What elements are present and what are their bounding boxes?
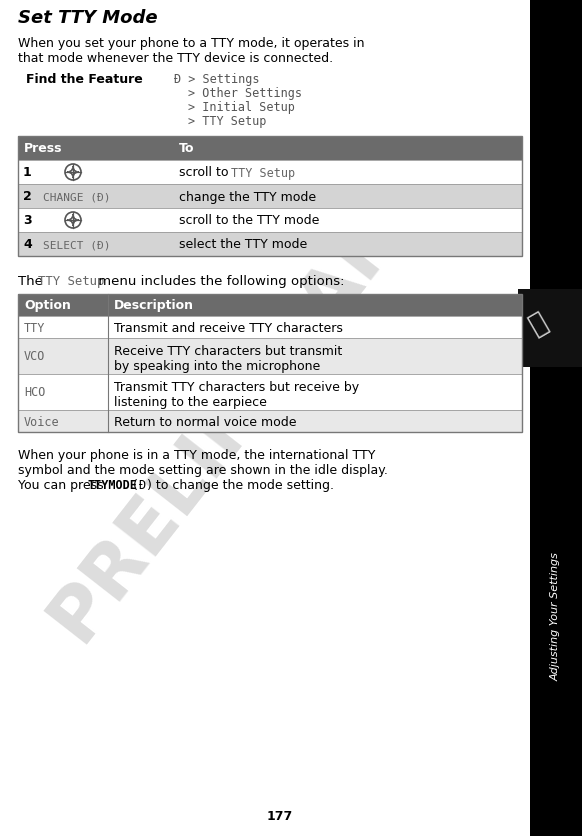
Text: by speaking into the microphone: by speaking into the microphone [114, 359, 320, 373]
Text: Set TTY Mode: Set TTY Mode [18, 9, 158, 27]
Text: You can press: You can press [18, 478, 108, 492]
Text: PRELIMINARY: PRELIMINARY [36, 160, 445, 654]
Bar [18, 185, 522, 209]
Text: menu includes the following options:: menu includes the following options: [94, 275, 345, 288]
Bar [18, 294, 522, 317]
Text: The: The [18, 275, 47, 288]
Text: 4: 4 [23, 238, 32, 251]
Bar [18, 232, 522, 257]
Text: Find the Feature: Find the Feature [26, 73, 143, 86]
Bar [18, 209, 522, 232]
Text: CHANGE (Ð): CHANGE (Ð) [43, 191, 111, 201]
Text: When your phone is in a TTY mode, the international TTY: When your phone is in a TTY mode, the in… [18, 448, 375, 461]
Text: To: To [179, 142, 194, 155]
Text: Transmit and receive TTY characters: Transmit and receive TTY characters [114, 321, 343, 334]
Text: scroll to: scroll to [179, 166, 232, 179]
Text: When you set your phone to a TTY mode, it operates in: When you set your phone to a TTY mode, i… [18, 37, 364, 50]
Text: listening to the earpiece: listening to the earpiece [114, 395, 267, 409]
Text: ) to change the mode setting.: ) to change the mode setting. [147, 478, 333, 492]
Bar [530, 0, 582, 836]
Text: scroll to the TTY mode: scroll to the TTY mode [179, 214, 320, 227]
Text: Press: Press [24, 142, 62, 155]
Text: Ð: Ð [139, 478, 146, 492]
Text: TTY: TTY [24, 321, 45, 334]
Text: Option: Option [24, 299, 71, 312]
Bar [518, 289, 582, 368]
Text: TTYMODE: TTYMODE [88, 478, 138, 492]
Bar [18, 294, 522, 432]
Text: > Other Settings: > Other Settings [188, 87, 302, 99]
Text: symbol and the mode setting are shown in the idle display.: symbol and the mode setting are shown in… [18, 463, 388, 477]
Text: (: ( [129, 478, 137, 492]
Text: select the TTY mode: select the TTY mode [179, 238, 307, 251]
Text: Receive TTY characters but transmit: Receive TTY characters but transmit [114, 344, 342, 358]
Text: 177: 177 [267, 809, 293, 822]
Text: Transmit TTY characters but receive by: Transmit TTY characters but receive by [114, 380, 359, 394]
Text: 3: 3 [23, 214, 31, 227]
Text: that mode whenever the TTY device is connected.: that mode whenever the TTY device is con… [18, 52, 333, 65]
Text: VCO: VCO [24, 350, 45, 363]
Text: Return to normal voice mode: Return to normal voice mode [114, 415, 296, 428]
Text: change the TTY mode: change the TTY mode [179, 191, 316, 203]
Bar [18, 339, 522, 375]
Text: > Initial Setup: > Initial Setup [188, 101, 295, 114]
Text: HCO: HCO [24, 386, 45, 399]
Bar [18, 137, 522, 161]
Text: TTY Setup: TTY Setup [231, 166, 295, 179]
Text: > TTY Setup: > TTY Setup [188, 115, 267, 128]
Bar [18, 161, 522, 185]
Bar [18, 375, 522, 410]
Text: 🔧: 🔧 [524, 308, 552, 340]
Text: Ð > Settings: Ð > Settings [174, 73, 260, 86]
Text: Voice: Voice [24, 415, 59, 428]
Text: 1: 1 [23, 166, 32, 179]
Text: 2: 2 [23, 191, 32, 203]
Text: SELECT (Ð): SELECT (Ð) [43, 240, 111, 250]
Bar [18, 410, 522, 432]
Bar [18, 137, 522, 257]
Bar [18, 317, 522, 339]
Text: Description: Description [114, 299, 194, 312]
Text: Adjusting Your Settings: Adjusting Your Settings [551, 552, 561, 681]
Text: TTY Setup: TTY Setup [38, 275, 104, 288]
